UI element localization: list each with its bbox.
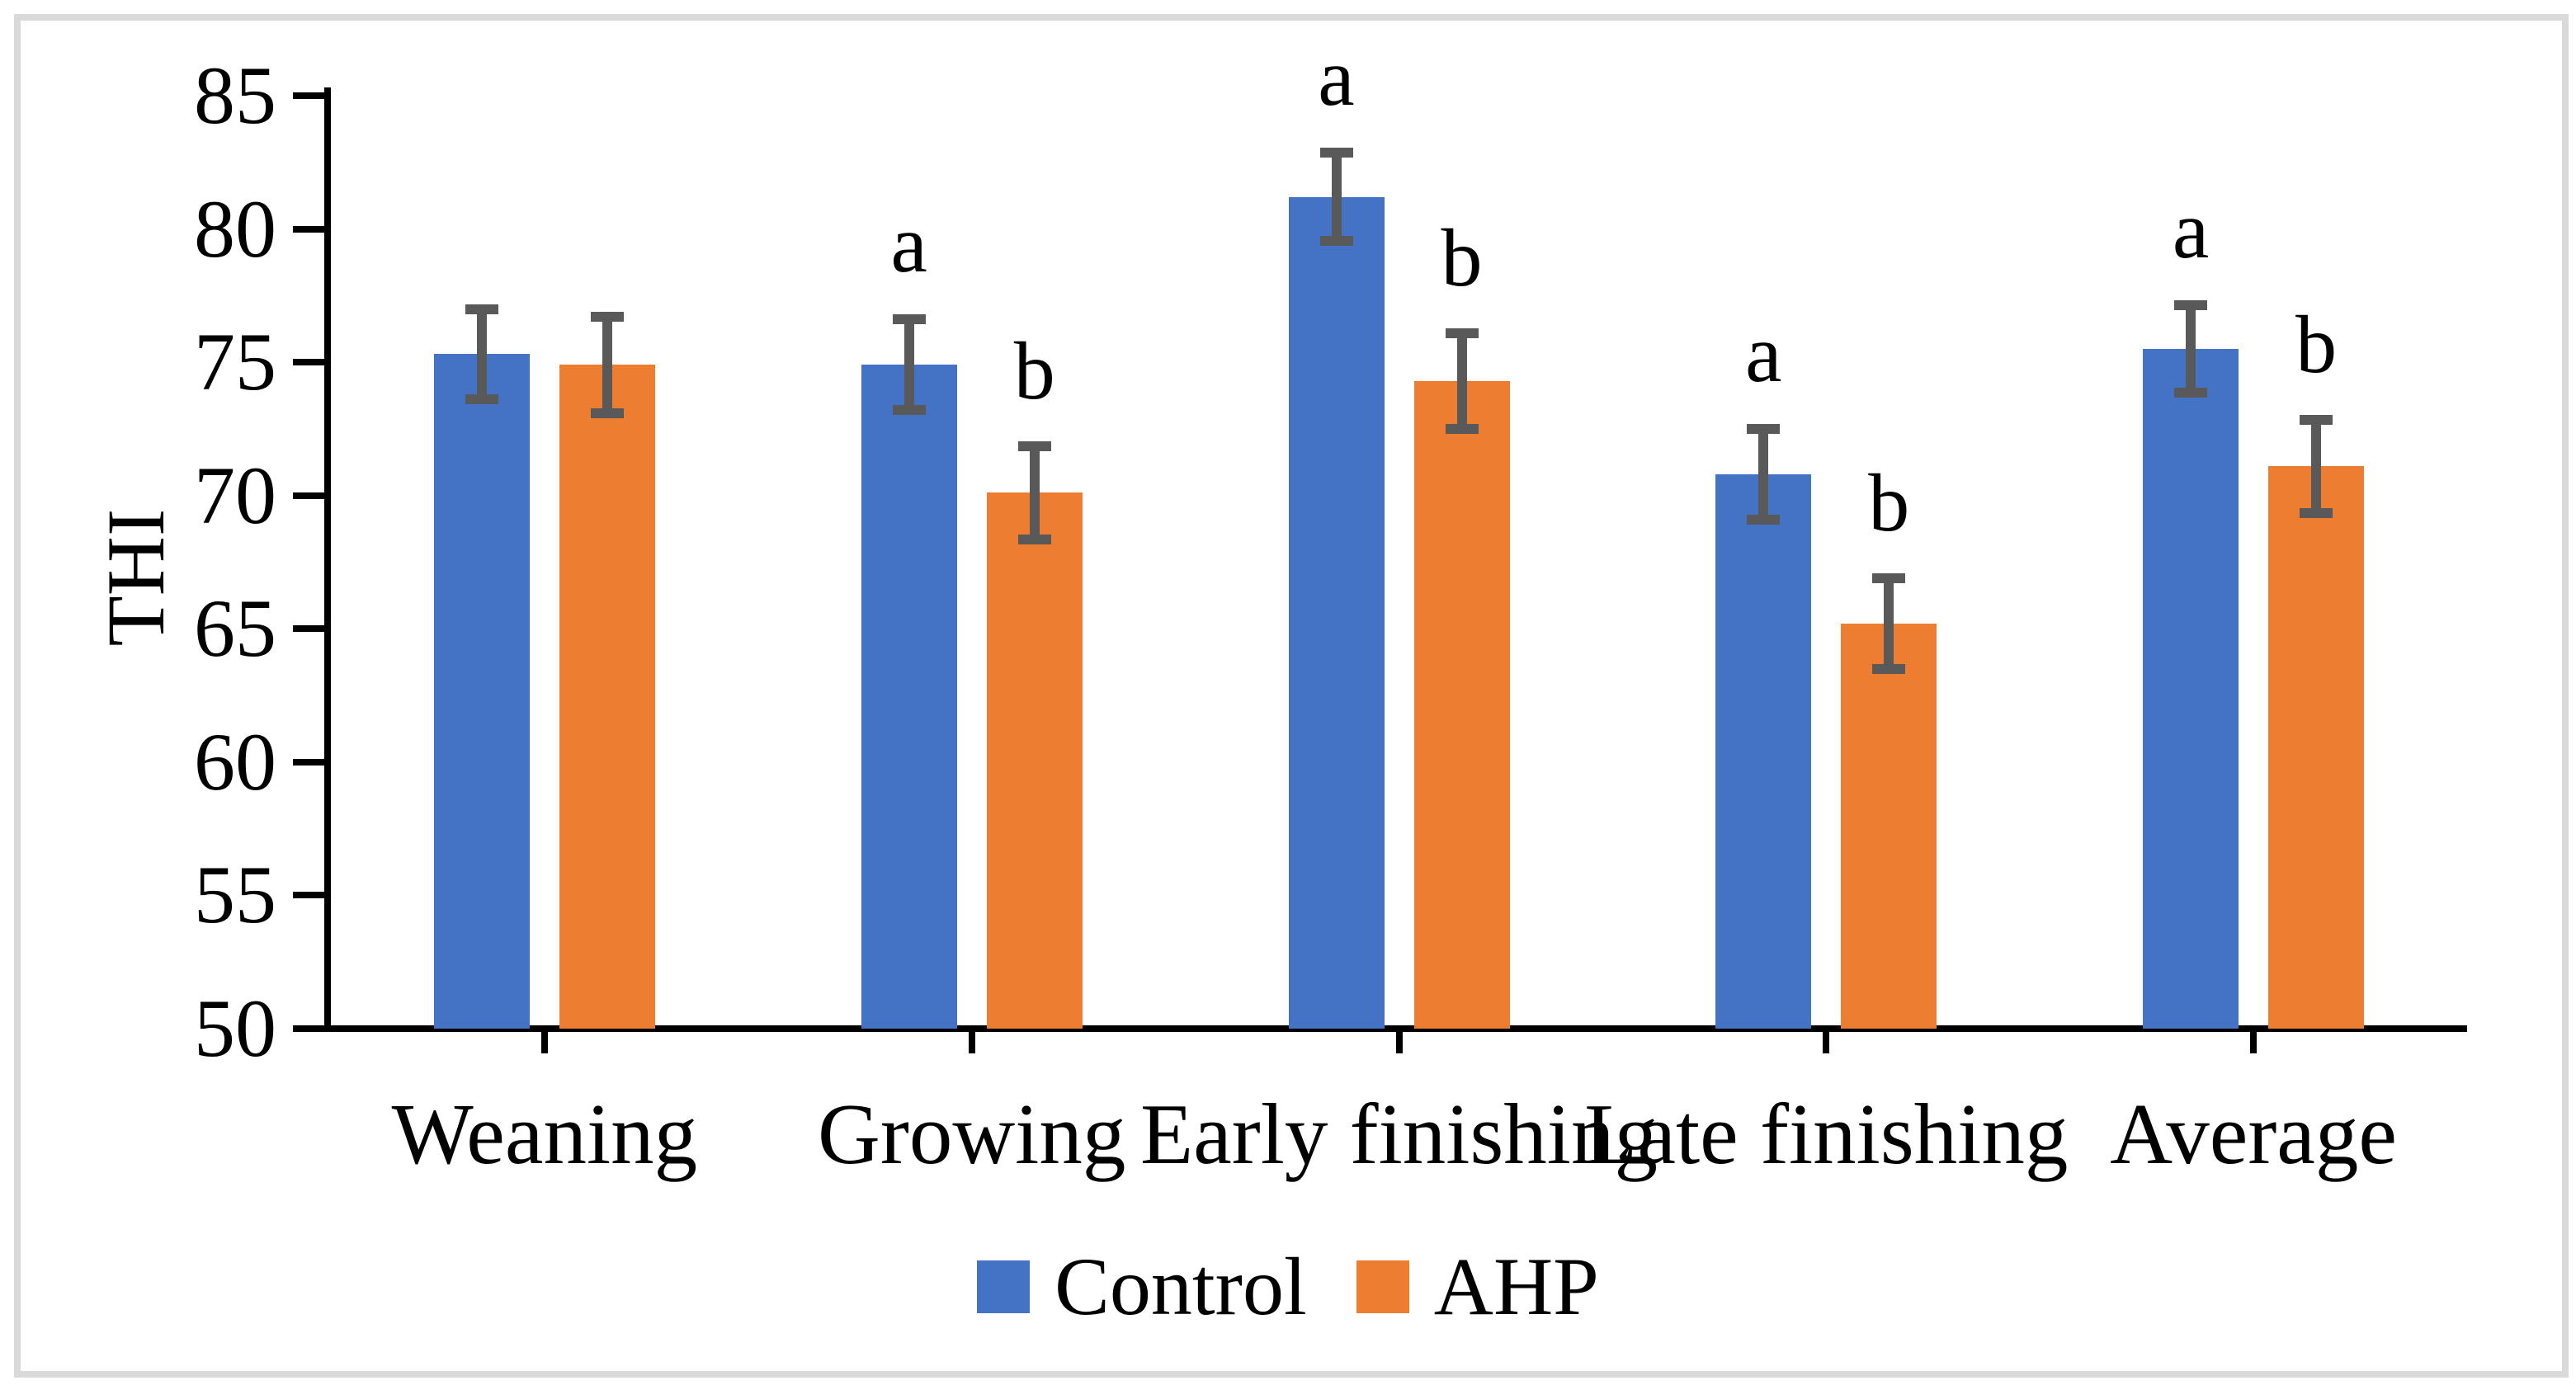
error-bar-cap-top [465, 304, 498, 314]
y-tick-mark [293, 92, 324, 99]
significance-letter: a [2172, 183, 2210, 276]
x-category-label: Growing [818, 1086, 1126, 1182]
error-bar-cap-bottom [892, 405, 926, 416]
y-tick-label: 80 [194, 182, 276, 275]
y-tick-label: 70 [194, 449, 276, 541]
significance-letter: b [1013, 324, 1055, 417]
significance-letter: a [890, 198, 927, 290]
x-tick-mark [968, 1032, 975, 1053]
legend-label: Control [1054, 1241, 1307, 1332]
error-bar-stem [476, 309, 487, 400]
error-bar-cap-top [1872, 572, 1906, 583]
bar-control-0 [433, 354, 530, 1029]
error-bar-stem [1331, 153, 1342, 242]
error-bar-stem [1884, 577, 1894, 669]
error-bar-cap-top [590, 312, 624, 323]
error-bar-stem [2311, 419, 2322, 513]
significance-letter: a [1745, 307, 1782, 399]
error-bar-cap-top [2300, 414, 2333, 425]
bar-ahp-0 [559, 365, 655, 1029]
error-bar-cap-bottom [1747, 514, 1781, 525]
error-bar-stem [1456, 332, 1467, 429]
error-bar-cap-bottom [1872, 663, 1906, 674]
y-tick-label: 85 [194, 49, 276, 141]
error-bar-cap-top [1747, 423, 1781, 434]
legend-swatch-icon [1356, 1260, 1409, 1313]
y-tick-mark [293, 492, 324, 499]
y-tick-mark [293, 892, 324, 899]
error-bar-cap-bottom [1445, 423, 1479, 434]
error-bar-stem [602, 317, 612, 413]
x-tick-mark [2250, 1032, 2258, 1053]
bar-control-2 [1288, 196, 1385, 1029]
error-bar-stem [1029, 445, 1040, 540]
y-tick-mark [293, 625, 324, 633]
error-bar-cap-bottom [590, 407, 624, 418]
bar-ahp-4 [2268, 466, 2365, 1029]
significance-letter: b [2295, 298, 2338, 390]
y-tick-mark [293, 758, 324, 766]
error-bar-cap-top [2174, 299, 2208, 310]
legend-swatch-icon [977, 1260, 1031, 1313]
x-category-label: Early finishing [1140, 1086, 1658, 1182]
error-bar-cap-bottom [2300, 507, 2333, 518]
error-bar-cap-top [1445, 327, 1479, 338]
legend-entry-ahp: AHP [1356, 1246, 1599, 1328]
bar-control-1 [861, 365, 957, 1029]
significance-letter: b [1868, 456, 1910, 549]
bar-ahp-3 [1841, 623, 1937, 1029]
y-tick-mark [293, 225, 324, 233]
bar-ahp-1 [986, 492, 1083, 1029]
error-bar-stem [903, 319, 914, 411]
y-tick-label: 55 [194, 849, 276, 941]
x-category-label: Late finishing [1584, 1086, 2069, 1182]
error-bar-cap-top [1017, 440, 1051, 451]
error-bar-cap-top [892, 314, 926, 325]
error-bar-stem [1758, 428, 1769, 520]
x-tick-mark [1395, 1032, 1403, 1053]
error-bar-cap-bottom [1017, 535, 1051, 545]
x-tick-mark [540, 1032, 548, 1053]
error-bar-cap-top [1319, 148, 1353, 158]
y-tick-label: 65 [194, 582, 276, 675]
x-axis-line [324, 1025, 2467, 1032]
x-category-label: Average [2110, 1086, 2397, 1182]
error-bar-stem [2186, 304, 2196, 393]
y-tick-mark [293, 1025, 324, 1032]
legend-label: AHP [1433, 1241, 1599, 1332]
bar-control-3 [1715, 473, 1812, 1029]
y-tick-label: 50 [194, 982, 276, 1074]
significance-letter: a [1318, 31, 1355, 124]
y-tick-label: 75 [194, 316, 276, 408]
significance-letter: b [1441, 211, 1483, 304]
error-bar-cap-bottom [1319, 236, 1353, 247]
y-tick-label: 60 [194, 715, 276, 808]
error-bar-cap-bottom [2174, 388, 2208, 398]
legend: Control AHP [0, 1246, 2576, 1328]
legend-entry-control: Control [977, 1246, 1307, 1328]
bar-control-4 [2143, 348, 2239, 1029]
bar-ahp-2 [1413, 380, 1510, 1029]
error-bar-cap-bottom [465, 394, 498, 405]
y-axis-line [324, 87, 331, 1032]
x-tick-mark [1823, 1032, 1830, 1053]
x-category-label: Weaning [391, 1086, 698, 1182]
y-tick-mark [293, 359, 324, 366]
